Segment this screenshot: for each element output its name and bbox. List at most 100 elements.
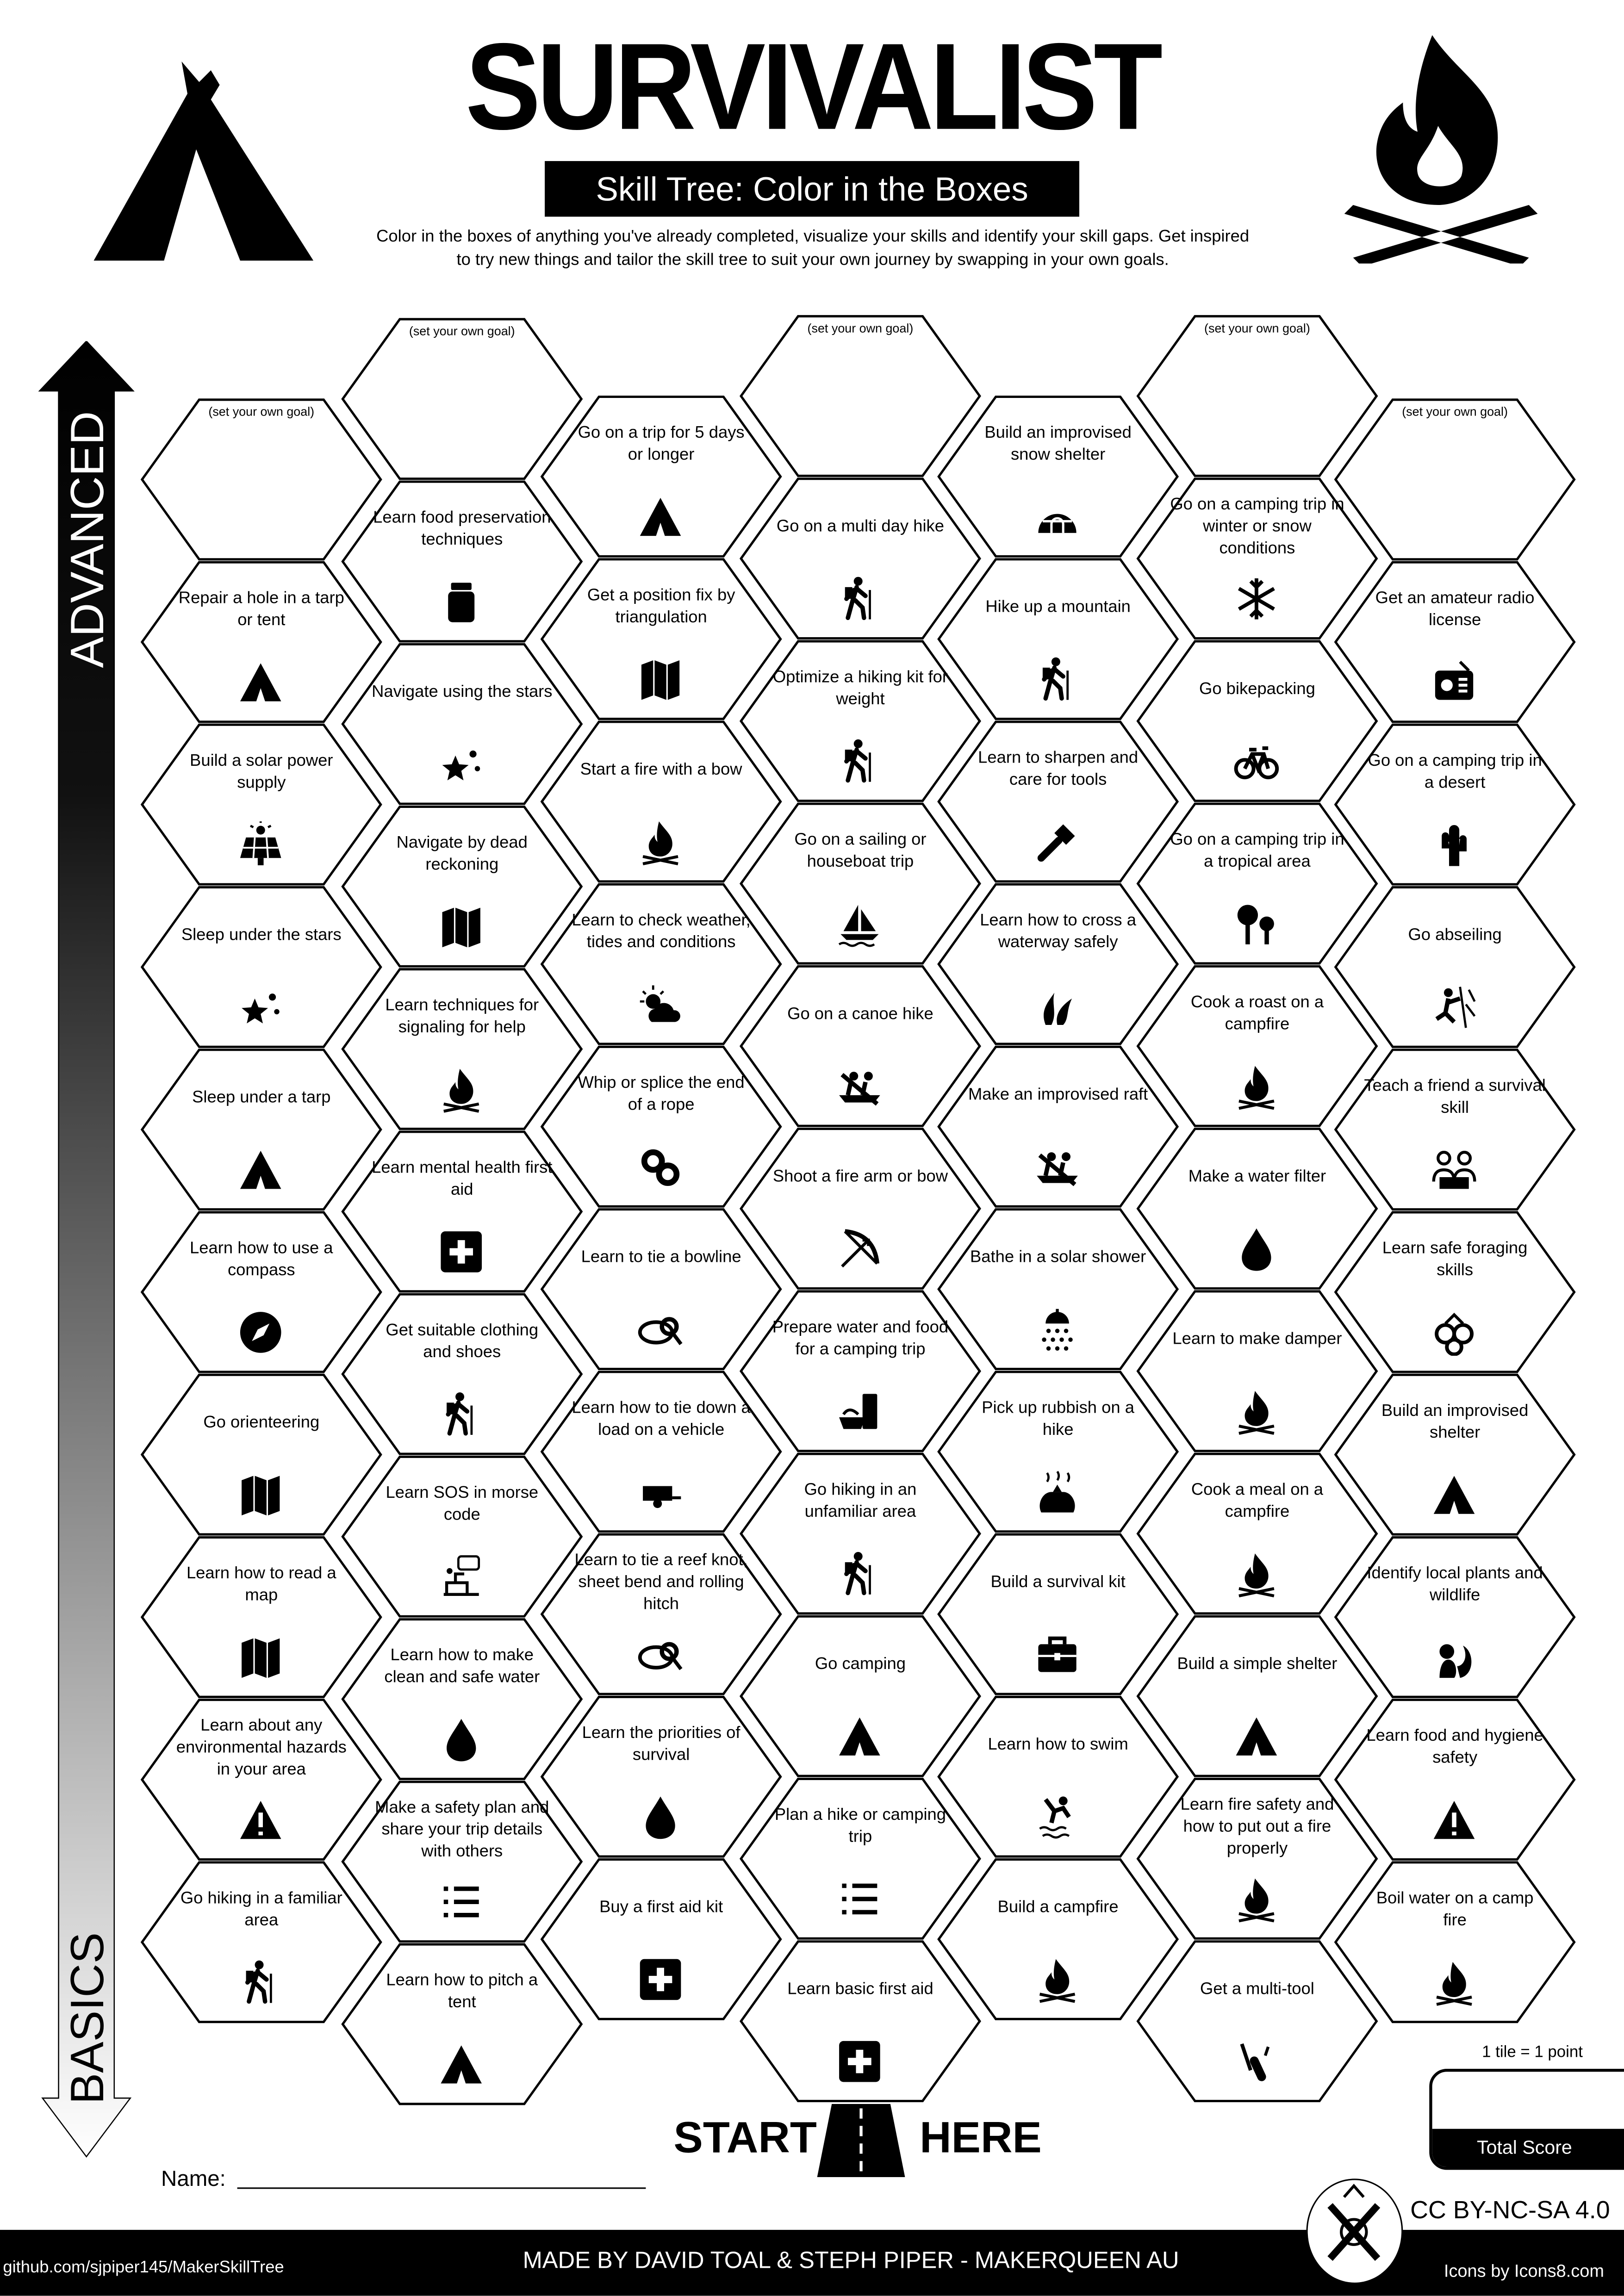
skill-tile[interactable]: Go on a camping trip in a tropical area xyxy=(1136,802,1378,965)
skill-tile[interactable]: Learn how to cross a waterway safely xyxy=(937,883,1179,1045)
skill-tile[interactable]: Identify local plants and wildlife xyxy=(1334,1536,1576,1698)
skill-tile[interactable]: Learn techniques for signaling for help xyxy=(341,968,583,1130)
skill-tile[interactable]: Repair a hole in a tarp or tent xyxy=(140,561,382,723)
skill-tile[interactable]: Learn the priorities of survival xyxy=(540,1695,782,1858)
custom-goal-tile[interactable]: (set your own goal) xyxy=(1136,315,1378,477)
skill-tile[interactable]: Navigate by dead reckoning xyxy=(341,805,583,968)
skill-label: Navigate using the stars xyxy=(372,683,553,701)
skill-tile[interactable]: Make a water filter xyxy=(1136,1127,1378,1290)
skill-tile[interactable]: Learn safe foraging skills xyxy=(1334,1211,1576,1373)
skill-tile[interactable]: Build a campfire xyxy=(937,1858,1179,2020)
hex-outline xyxy=(739,315,981,477)
skill-tile[interactable]: Go on a multi day hike xyxy=(739,478,981,640)
skill-tile[interactable]: Go hiking in an unfamiliar area xyxy=(739,1452,981,1615)
skill-tile[interactable]: Learn mental health first aid xyxy=(341,1130,583,1293)
skill-tile[interactable]: Learn how to swim xyxy=(937,1695,1179,1858)
custom-goal-tile[interactable]: (set your own goal) xyxy=(341,318,583,480)
advanced-label: ADVANCED xyxy=(61,411,114,668)
skill-tile[interactable]: Build an improvised snow shelter xyxy=(937,395,1179,558)
skill-tile[interactable]: Optimize a hiking kit for weight xyxy=(739,640,981,802)
skill-tile[interactable]: Build a solar power supply xyxy=(140,723,382,886)
skill-tile[interactable]: Sleep under a tarp xyxy=(140,1049,382,1211)
tent-icon xyxy=(830,1710,889,1763)
skill-tile[interactable]: Build a simple shelter xyxy=(1136,1615,1378,1777)
skill-tile[interactable]: Build an improvised shelter xyxy=(1334,1373,1576,1536)
skill-tile[interactable]: Bathe in a solar shower xyxy=(937,1208,1179,1371)
skill-tile[interactable]: Go bikepacking xyxy=(1136,640,1378,802)
hex-outline xyxy=(1136,640,1378,802)
hex-outline xyxy=(140,398,382,561)
skill-label: Learn SOS in morse code xyxy=(386,1484,539,1524)
skill-tile[interactable]: Navigate using the stars xyxy=(341,643,583,805)
skill-tile[interactable]: Boil water on a camp fire xyxy=(1334,1861,1576,2023)
total-score-box[interactable]: Total Score xyxy=(1429,2069,1624,2170)
skill-tile[interactable]: Learn how to tie down a load on a vehicl… xyxy=(540,1371,782,1533)
hex-outline xyxy=(937,558,1179,720)
skill-tile[interactable]: Go camping xyxy=(739,1615,981,1777)
skill-tile[interactable]: Plan a hike or camping trip xyxy=(739,1777,981,1940)
skill-tile[interactable]: Hike up a mountain xyxy=(937,558,1179,720)
skill-tile[interactable]: Go on a camping trip in a desert xyxy=(1334,723,1576,886)
hiker-icon xyxy=(830,735,889,788)
skill-tile[interactable]: Cook a meal on a campfire xyxy=(1136,1452,1378,1615)
road-icon xyxy=(817,2104,905,2178)
skill-tile[interactable]: Get suitable clothing and shoes xyxy=(341,1293,583,1455)
skill-tile[interactable]: Get a position fix by triangulation xyxy=(540,558,782,720)
skill-tile[interactable]: Go hiking in a familiar area xyxy=(140,1861,382,2023)
map-icon xyxy=(231,1469,290,1521)
skill-tile[interactable]: Learn food preservation techniques xyxy=(341,480,583,643)
reeds-icon xyxy=(1028,978,1087,1031)
skill-tile[interactable]: Buy a first aid kit xyxy=(540,1858,782,2020)
skill-tile[interactable]: Cook a roast on a campfire xyxy=(1136,965,1378,1127)
name-field[interactable] xyxy=(237,2187,646,2189)
fire-icon xyxy=(631,815,690,868)
tent-icon xyxy=(432,2038,491,2091)
list-icon xyxy=(830,1873,889,1925)
skill-tile[interactable]: Sleep under the stars xyxy=(140,886,382,1048)
skill-tile[interactable]: Prepare water and food for a camping tri… xyxy=(739,1290,981,1452)
custom-goal-tile[interactable]: (set your own goal) xyxy=(1334,398,1576,561)
skill-tile[interactable]: Pick up rubbish on a hike xyxy=(937,1371,1179,1533)
skill-tile[interactable]: Learn food and hygiene safety xyxy=(1334,1698,1576,1861)
skill-label: Go hiking in an unfamiliar area xyxy=(804,1482,917,1521)
skill-tile[interactable]: Learn to tie a reef knot, sheet bend and… xyxy=(540,1533,782,1695)
skill-tile[interactable]: Learn about any environmental hazards in… xyxy=(140,1698,382,1861)
skill-tile[interactable]: Learn how to read a map xyxy=(140,1536,382,1698)
skill-tile[interactable]: Learn to make damper xyxy=(1136,1290,1378,1452)
skill-label: Build an improvised shelter xyxy=(1381,1402,1529,1442)
skill-tile[interactable]: Go on a sailing or houseboat trip xyxy=(739,802,981,965)
skill-tile[interactable]: Make an improvised raft xyxy=(937,1045,1179,1208)
skill-tile[interactable]: Learn SOS in morse code xyxy=(341,1455,583,1618)
skill-tile[interactable]: Start a fire with a bow xyxy=(540,720,782,883)
skill-tile[interactable]: Go on a camping trip in winter or snow c… xyxy=(1136,478,1378,640)
skill-tile[interactable]: Whip or splice the end of a rope xyxy=(540,1045,782,1208)
skill-tile[interactable]: Build a survival kit xyxy=(937,1533,1179,1695)
skill-tile[interactable]: Learn how to make clean and safe water xyxy=(341,1618,583,1781)
trailer-icon xyxy=(631,1465,690,1518)
hex-outline xyxy=(937,1695,1179,1858)
custom-goal-tile[interactable]: (set your own goal) xyxy=(739,315,981,477)
skill-tile[interactable]: Go on a trip for 5 days or longer xyxy=(540,395,782,558)
skill-tile[interactable]: Get a multi-tool xyxy=(1136,1940,1378,2103)
github-link[interactable]: github.com/sjpiper145/MakerSkillTree xyxy=(3,2259,284,2277)
basics-label: BASICS xyxy=(61,1932,114,2104)
skill-tile[interactable]: Learn to tie a bowline xyxy=(540,1208,782,1371)
skill-tile[interactable]: Go abseiling xyxy=(1334,886,1576,1048)
skill-tile[interactable]: Learn how to use a compass xyxy=(140,1211,382,1373)
skill-tile[interactable]: Learn fire safety and how to put out a f… xyxy=(1136,1777,1378,1940)
skill-label: Identify local plants and wildlife xyxy=(1367,1565,1543,1605)
skill-tile[interactable]: Go orienteering xyxy=(140,1373,382,1536)
skill-tile[interactable]: Teach a friend a survival skill xyxy=(1334,1049,1576,1211)
skill-tile[interactable]: Shoot a fire arm or bow xyxy=(739,1127,981,1290)
skill-tile[interactable]: Go on a canoe hike xyxy=(739,965,981,1127)
skill-tile[interactable]: Learn to sharpen and care for tools xyxy=(937,720,1179,883)
skill-tile[interactable]: Learn how to pitch a tent xyxy=(341,1943,583,2105)
skill-tile[interactable]: Learn to check weather, tides and condit… xyxy=(540,883,782,1045)
skill-tile[interactable]: Make a safety plan and share your trip d… xyxy=(341,1781,583,1943)
skill-tile[interactable]: Learn basic first aid xyxy=(739,1940,981,2103)
hiker-icon xyxy=(1028,653,1087,706)
skill-label: Go on a camping trip in a tropical area xyxy=(1170,832,1344,871)
skill-label: Go on a sailing or houseboat trip xyxy=(794,832,927,871)
skill-tile[interactable]: Get an amateur radio license xyxy=(1334,561,1576,723)
custom-goal-tile[interactable]: (set your own goal) xyxy=(140,398,382,561)
